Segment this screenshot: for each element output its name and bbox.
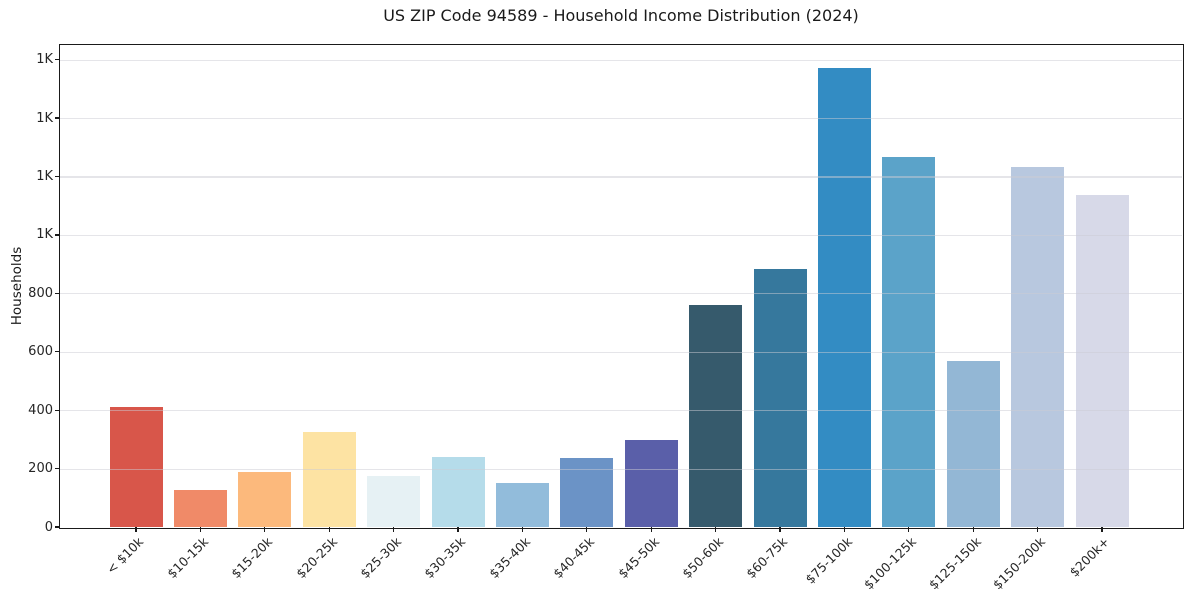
x-tick-mark <box>779 527 781 532</box>
y-tick-label: 800 <box>28 285 53 301</box>
chart-title: US ZIP Code 94589 - Household Income Dis… <box>383 6 859 25</box>
x-tick-label: $25-30k <box>357 534 405 582</box>
y-tick-mark <box>55 351 60 353</box>
x-tick-label: $50-60k <box>679 534 727 582</box>
y-tick-mark <box>55 175 60 178</box>
bar-15-20k <box>238 472 292 527</box>
x-tick-mark <box>1036 527 1039 532</box>
x-tick-label: $200k+ <box>1066 534 1113 580</box>
x-tick-mark <box>714 527 717 532</box>
bar-100-125k <box>882 156 936 527</box>
x-tick-label: $10-15k <box>163 534 211 582</box>
x-tick-mark <box>650 527 652 532</box>
x-tick-label: $45-50k <box>614 534 662 582</box>
x-tick-mark <box>199 527 202 532</box>
gridline-200 <box>60 468 1182 470</box>
bar-200k <box>1075 194 1129 527</box>
gridline-1400 <box>60 118 1182 120</box>
bar-35-40k <box>495 482 549 527</box>
y-tick-label: 0 <box>44 519 53 535</box>
x-tick-mark <box>457 527 459 532</box>
x-tick-mark <box>521 527 524 532</box>
bar-60-75k <box>753 269 807 527</box>
y-tick-mark <box>55 58 60 61</box>
x-tick-mark <box>843 527 846 532</box>
gridline-1000 <box>60 234 1182 237</box>
x-tick-mark <box>586 527 588 532</box>
y-tick-mark <box>55 292 60 294</box>
y-tick-label: 1K <box>36 110 53 126</box>
gridline-600 <box>60 351 1182 353</box>
x-tick-label: $75-100k <box>802 534 855 587</box>
x-tick-mark <box>135 527 137 532</box>
x-tick-mark <box>908 527 910 532</box>
bar-150-200k <box>1011 166 1065 527</box>
x-tick-mark <box>972 527 974 532</box>
x-tick-mark <box>328 527 330 532</box>
y-tick-label: 1K <box>36 52 53 68</box>
gridline-1200 <box>60 176 1182 178</box>
y-tick-label: 1K <box>36 168 53 184</box>
x-tick-mark <box>264 527 266 532</box>
y-tick-label: 1K <box>36 227 53 243</box>
x-tick-label: $20-25k <box>292 534 340 582</box>
y-tick-mark <box>55 409 60 411</box>
y-tick-mark <box>55 467 60 470</box>
bar-10k <box>109 406 163 527</box>
bar-10-15k <box>173 489 227 527</box>
x-tick-label: $15-20k <box>228 534 276 582</box>
x-tick-label: $35-40k <box>485 534 533 582</box>
bar-45-50k <box>624 439 678 527</box>
x-tick-label: $150-200k <box>989 534 1049 590</box>
y-tick-mark <box>55 526 60 528</box>
gridline-1600 <box>60 59 1182 61</box>
x-tick-label: $30-35k <box>421 534 469 582</box>
gridline-400 <box>60 410 1182 412</box>
x-tick-label: $60-75k <box>743 534 791 582</box>
y-tick-mark <box>55 117 60 119</box>
x-tick-label: < $10k <box>103 534 147 577</box>
x-tick-mark <box>392 527 395 532</box>
bar-75-100k <box>817 68 871 527</box>
bar-25-30k <box>367 476 421 527</box>
y-tick-label: 200 <box>28 461 53 477</box>
bar-50-60k <box>689 304 743 527</box>
bar-20-25k <box>302 431 356 527</box>
bar-125-150k <box>946 360 1000 527</box>
y-tick-label: 600 <box>28 344 53 360</box>
x-tick-label: $100-125k <box>861 534 920 590</box>
x-tick-label: $125-150k <box>925 534 984 590</box>
x-tick-label: $40-45k <box>550 534 598 582</box>
y-tick-mark <box>55 234 60 236</box>
x-tick-mark <box>1101 527 1103 532</box>
plot-area <box>60 45 1182 527</box>
y-tick-label: 400 <box>28 402 53 418</box>
gridline-800 <box>60 293 1182 295</box>
